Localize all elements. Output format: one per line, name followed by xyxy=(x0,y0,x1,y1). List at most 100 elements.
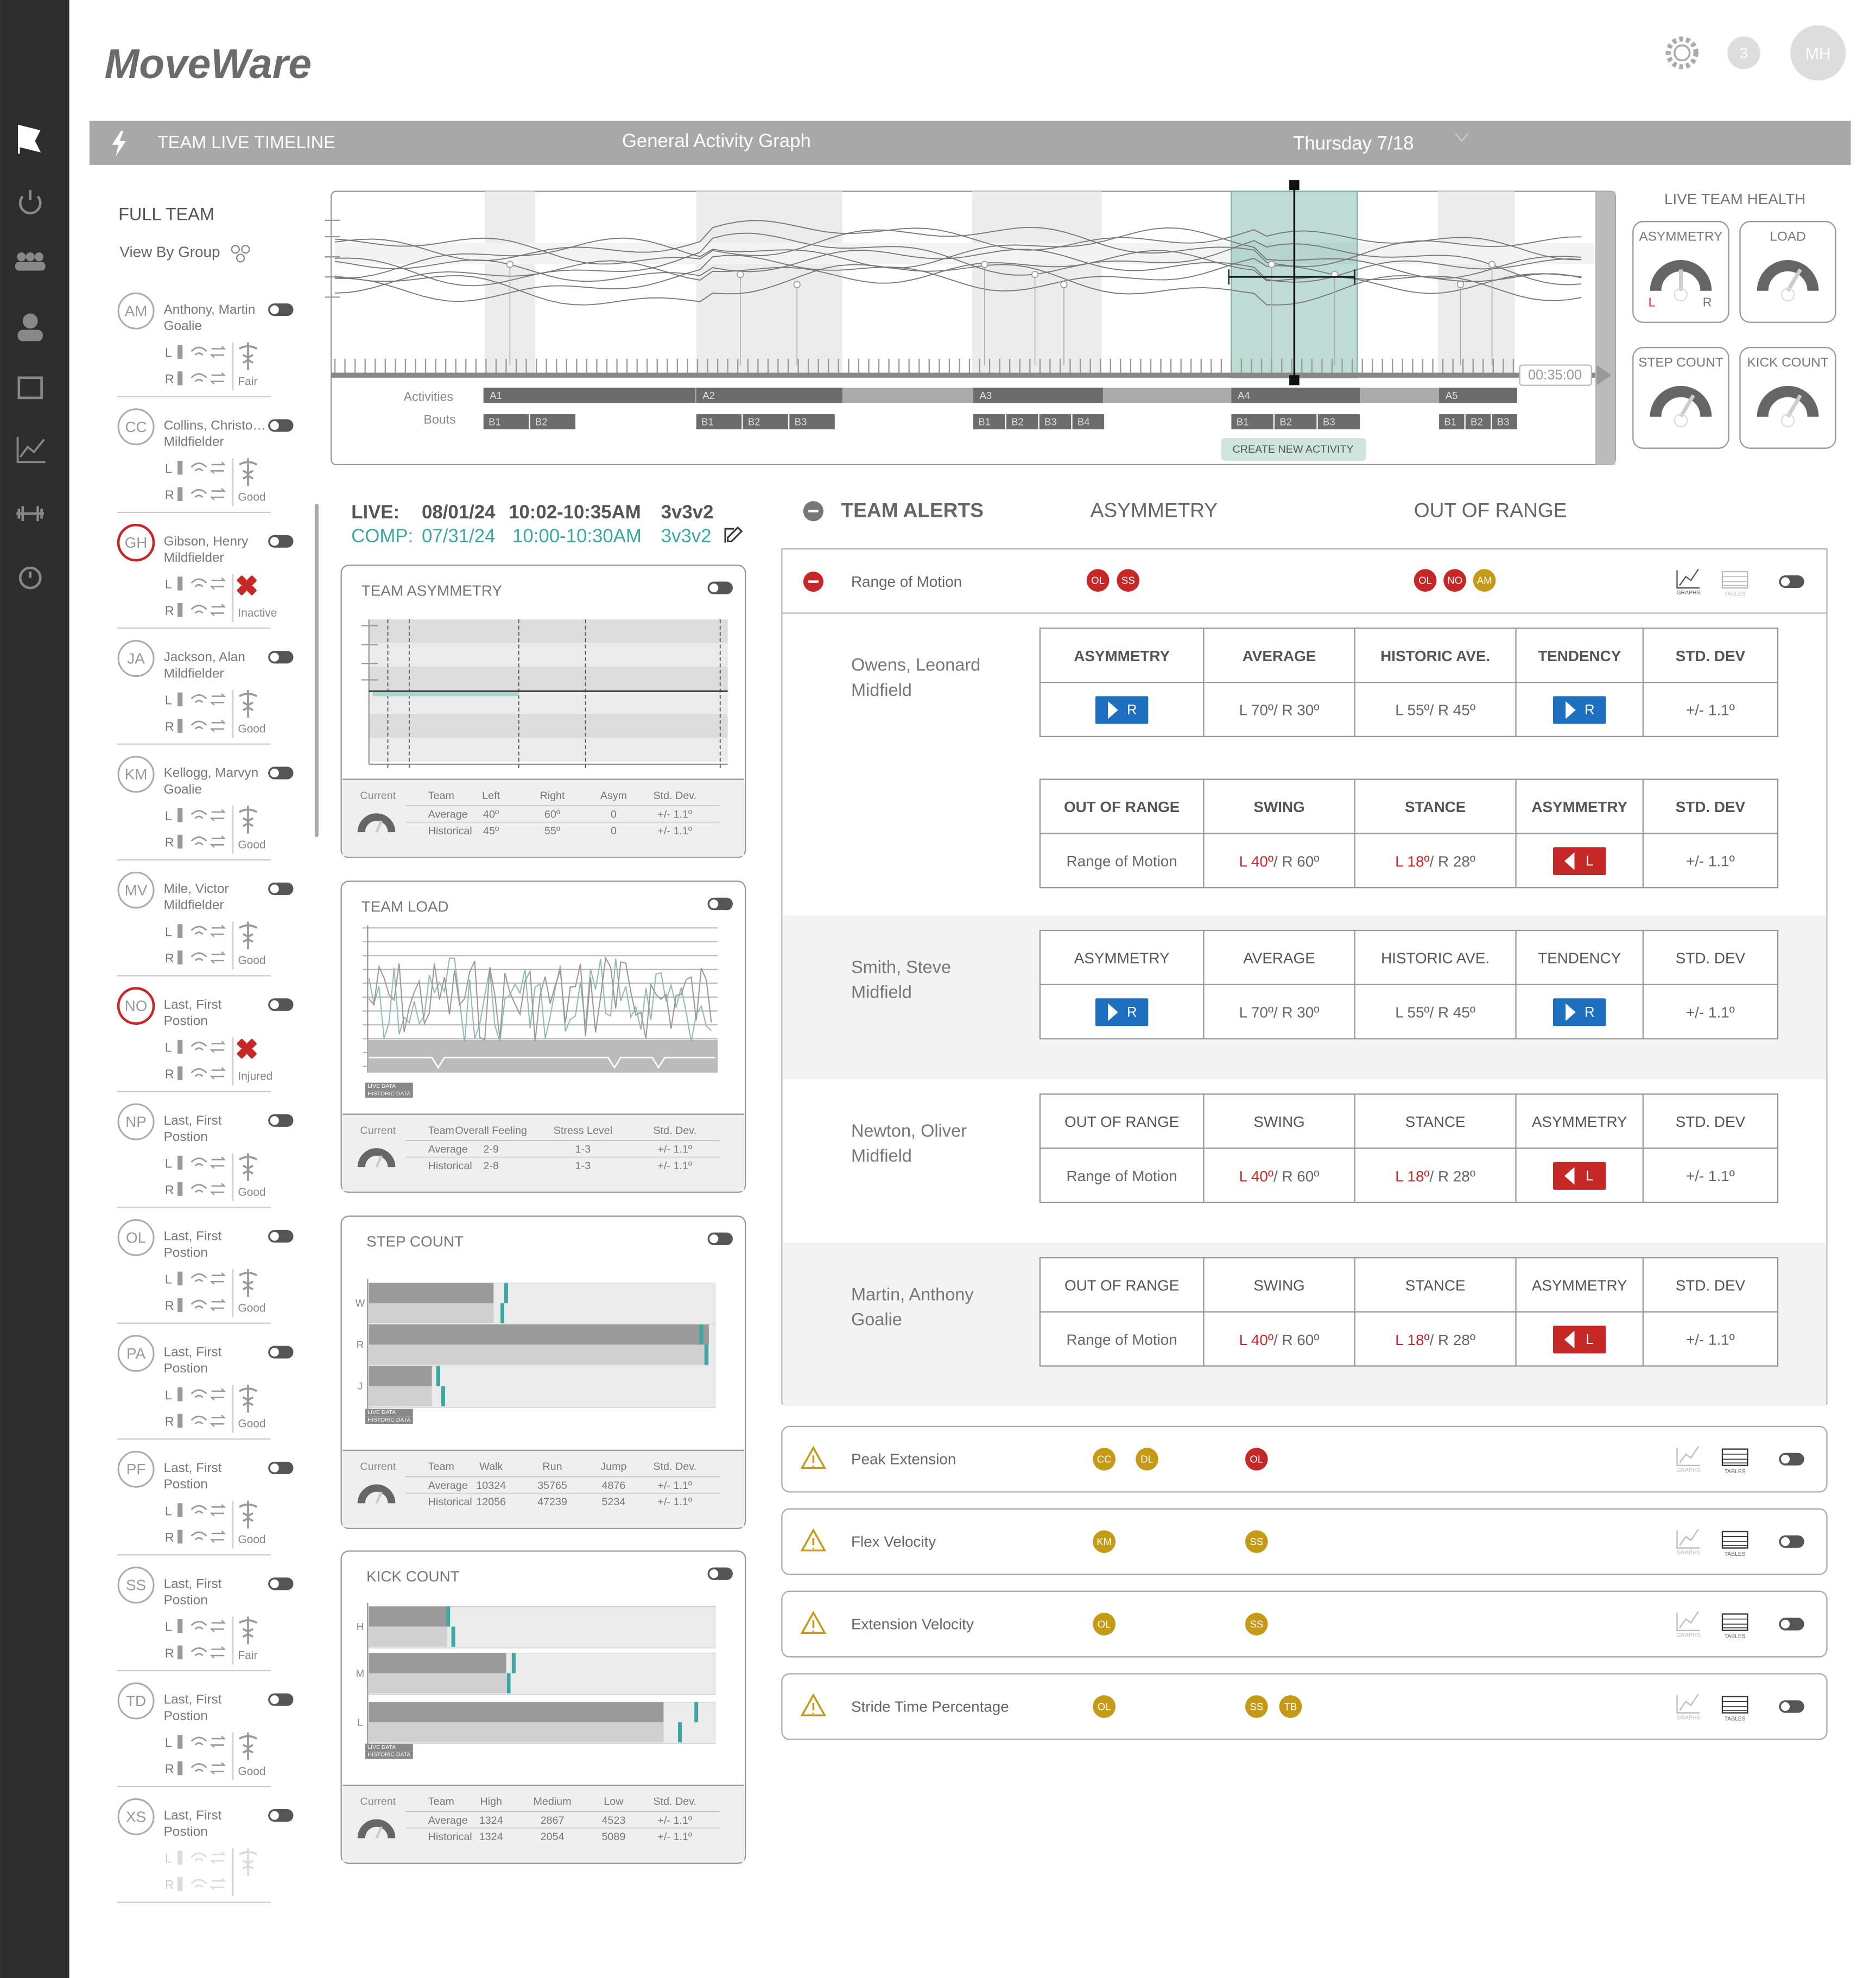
nav-icon[interactable] xyxy=(17,252,26,262)
health-card[interactable] xyxy=(1632,346,1729,449)
player-badge[interactable] xyxy=(1093,1695,1116,1718)
settings-icon-hole[interactable] xyxy=(1674,44,1691,62)
player-badge[interactable] xyxy=(1245,1613,1268,1635)
player-badge[interactable] xyxy=(1117,569,1140,592)
graphs-icon[interactable] xyxy=(1676,1694,1700,1714)
nav-icon[interactable] xyxy=(18,124,41,154)
alert-group[interactable] xyxy=(781,1673,1828,1740)
tendency-button[interactable] xyxy=(1553,847,1606,875)
player-row[interactable]: CC Collins, Christo… Mildfielder LR Good xyxy=(117,408,266,504)
graphs-icon[interactable] xyxy=(1676,568,1700,589)
toggle[interactable] xyxy=(1779,1453,1804,1466)
activity-segment[interactable] xyxy=(696,388,842,403)
nav-icon[interactable] xyxy=(26,252,35,262)
date-caret[interactable] xyxy=(1455,133,1469,142)
player-badge[interactable] xyxy=(1086,569,1110,592)
alert-group-header[interactable] xyxy=(781,548,1828,614)
toggle[interactable] xyxy=(268,766,294,779)
player-badge[interactable] xyxy=(1245,1695,1268,1718)
view-by-group[interactable]: View By Group xyxy=(119,243,220,260)
toggle[interactable] xyxy=(707,1232,733,1245)
toggle[interactable] xyxy=(1779,1535,1804,1548)
player-row[interactable]: SS Last, First Postion LR Fair xyxy=(117,1567,257,1662)
player-badge[interactable] xyxy=(1245,1448,1268,1471)
tables-icon[interactable] xyxy=(1721,1448,1748,1466)
player-badge[interactable] xyxy=(1414,569,1437,592)
graphs-icon[interactable] xyxy=(1676,1611,1700,1631)
bout-segment[interactable] xyxy=(973,414,1005,429)
player-row[interactable]: JA Jackson, Alan Mildfielder LR Good xyxy=(117,640,265,736)
bout-segment[interactable] xyxy=(743,414,788,429)
bout-segment[interactable] xyxy=(1006,414,1038,429)
scrubber-handle[interactable] xyxy=(1289,375,1300,385)
toggle[interactable] xyxy=(1779,575,1804,588)
player-row[interactable]: NP Last, First Postion LR Good xyxy=(117,1103,265,1199)
user-avatar[interactable] xyxy=(1790,25,1846,81)
alert-group[interactable] xyxy=(781,1508,1828,1575)
toggle[interactable] xyxy=(707,581,733,594)
bout-segment[interactable] xyxy=(1039,414,1072,429)
toggle[interactable] xyxy=(1779,1618,1804,1631)
settings-icon[interactable] xyxy=(1665,36,1698,69)
player-row[interactable]: TD Last, First Postion LR Good xyxy=(117,1682,265,1778)
nav-icon[interactable] xyxy=(18,190,42,214)
toggle[interactable] xyxy=(268,1114,294,1127)
create-activity-button[interactable] xyxy=(1221,438,1366,461)
activity-segment[interactable] xyxy=(1439,388,1517,403)
player-badge[interactable] xyxy=(1093,1613,1116,1635)
player-row[interactable]: MV Mile, Victor Mildfielder LR Good xyxy=(117,871,265,967)
bout-segment[interactable] xyxy=(1275,414,1317,429)
tendency-button[interactable] xyxy=(1553,1162,1606,1190)
bout-segment[interactable] xyxy=(530,414,576,429)
tendency-button[interactable] xyxy=(1553,998,1606,1026)
player-badge[interactable] xyxy=(1279,1695,1302,1718)
toggle[interactable] xyxy=(268,303,294,316)
tendency-button[interactable] xyxy=(1553,696,1606,724)
activity-segment[interactable] xyxy=(483,388,695,403)
toggle[interactable] xyxy=(268,651,294,664)
toggle[interactable] xyxy=(707,897,733,910)
toggle[interactable] xyxy=(707,1567,733,1580)
toggle[interactable] xyxy=(268,1809,294,1822)
player-row[interactable]: AM Anthony, Martin Goalie LR Fair xyxy=(117,292,257,388)
player-badge[interactable] xyxy=(1443,569,1466,592)
graphs-icon[interactable] xyxy=(1676,1529,1700,1549)
tables-icon[interactable] xyxy=(1721,1531,1748,1549)
bout-segment[interactable] xyxy=(1231,414,1273,429)
bout-segment[interactable] xyxy=(789,414,835,429)
player-row[interactable]: NO Last, First Postion LR Injured xyxy=(117,987,272,1083)
bout-segment[interactable] xyxy=(1492,414,1517,429)
toggle[interactable] xyxy=(268,998,294,1011)
activity-segment[interactable] xyxy=(973,388,1103,403)
health-card[interactable] xyxy=(1739,346,1836,449)
scrubber-handle[interactable] xyxy=(1289,180,1300,191)
toggle[interactable] xyxy=(268,1693,294,1706)
player-row[interactable]: PF Last, First Postion LR Good xyxy=(117,1450,265,1546)
player-badge[interactable] xyxy=(1136,1448,1158,1471)
bout-segment[interactable] xyxy=(1317,414,1360,429)
toggle[interactable] xyxy=(268,419,294,432)
nav-icon[interactable] xyxy=(34,252,44,262)
toggle[interactable] xyxy=(1779,1700,1804,1713)
player-badge[interactable] xyxy=(1245,1530,1268,1553)
toggle[interactable] xyxy=(268,1461,294,1475)
timeline-next-arrow[interactable] xyxy=(1596,365,1612,385)
graphs-icon[interactable] xyxy=(1676,1446,1700,1466)
notification-badge[interactable] xyxy=(1727,36,1760,69)
toggle[interactable] xyxy=(268,1577,294,1590)
player-badge[interactable] xyxy=(1473,569,1496,592)
tendency-button[interactable] xyxy=(1095,696,1149,724)
toggle[interactable] xyxy=(268,882,294,896)
nav-icon[interactable] xyxy=(16,506,45,522)
toggle[interactable] xyxy=(268,1230,294,1243)
player-badge[interactable] xyxy=(1093,1448,1116,1471)
toggle[interactable] xyxy=(268,1346,294,1359)
alert-group[interactable] xyxy=(781,1425,1828,1493)
alert-group[interactable] xyxy=(781,1590,1828,1658)
bout-segment[interactable] xyxy=(1439,414,1465,429)
